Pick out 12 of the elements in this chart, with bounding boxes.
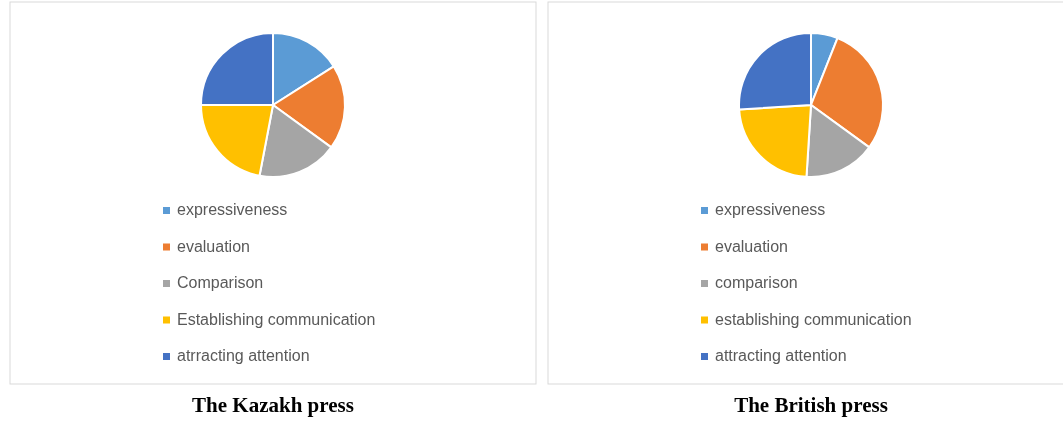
legend-label: Establishing communication (177, 310, 376, 328)
legend-label: attracting attention (715, 347, 847, 365)
legend-label: expressiveness (715, 201, 826, 219)
legend-label: evaluation (715, 237, 788, 255)
legend-label: Comparison (177, 274, 264, 292)
text: The British press (734, 393, 888, 417)
legend-label: expressiveness (177, 201, 288, 219)
legend-label: atrracting attention (177, 347, 310, 365)
legend-label: establishing communication (715, 310, 912, 328)
legend-label: comparison (715, 274, 798, 292)
text: The Kazakh press (192, 393, 354, 417)
legend-label: evaluation (177, 237, 250, 255)
